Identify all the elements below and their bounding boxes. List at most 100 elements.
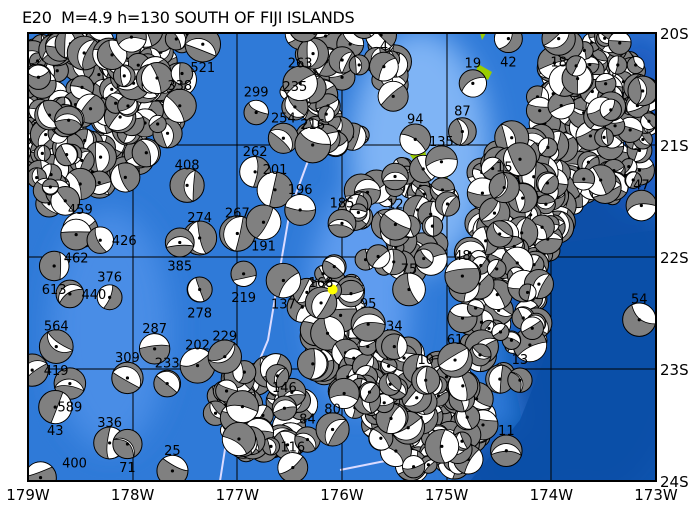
beachball-icon [271,395,298,421]
beachball-icon [265,363,290,388]
beachball-icon [33,144,51,163]
beachball-icon [28,77,32,99]
beachball-icon [230,260,257,287]
event-depth-label: 613 [42,283,67,298]
y-tick-label: 21S [660,137,689,155]
beachball-icon [153,369,182,398]
event-depth-label: 146 [272,381,297,396]
beachball-icon [444,258,481,294]
event-depth-label: 376 [97,270,122,285]
beachball-icon [28,67,30,77]
event-depth-label: 564 [44,320,69,335]
beachball-icon [148,114,167,134]
beachball-icon [486,220,514,248]
beachball-icon [625,189,656,222]
beachball-icon [41,178,59,196]
beachball-icon [507,367,533,393]
event-depth-label: 196 [288,183,313,198]
event-depth-label: 309 [115,351,140,366]
beachball-icon [377,80,409,112]
beachball-icon [164,227,195,258]
beachball-icon [535,171,559,195]
event-depth-label: 168 [309,276,334,291]
beachball-icon [53,367,87,400]
beachball-icon [164,33,188,51]
event-depth-label: 462 [64,252,89,267]
event-depth-label: 13 [512,353,529,368]
beachball-icon [0,72,25,98]
event-depth-label: 201 [263,163,288,178]
beachball-icon [225,390,259,424]
event-depth-label: 12 [387,198,404,213]
event-depth-label: 87 [454,105,471,120]
beachball-icon [294,426,321,453]
event-depth-label: 408 [175,158,200,173]
epicenter-marker [327,284,338,295]
event-depth-label: 233 [155,357,180,372]
x-tick-label: 178W [111,486,155,504]
beachball-icon [28,118,34,141]
beachball-icon [607,33,632,55]
beachball-icon [624,171,643,189]
beachball-icon [399,123,432,156]
beachball-icon [626,56,645,75]
y-tick-label: 20S [660,25,689,43]
event-depth-label: 262 [243,145,268,160]
event-depth-label: 459 [68,203,93,218]
beachball-icon [350,306,386,342]
event-depth-label: 191 [251,239,276,254]
event-depth-label: 18 [550,56,567,71]
event-depth-label: 254 [271,111,296,126]
beachball-icon [186,276,213,303]
beachball-icon [327,208,357,238]
event-depth-label: 385 [167,259,192,274]
beachball-icon [503,142,537,177]
event-depth-label: 48 [454,249,471,264]
beachball-icon [369,51,399,82]
beachball-icon [328,46,356,75]
event-depth-label: 11 [498,424,515,439]
beachball-icon [392,272,426,307]
beachball-icon [261,437,281,456]
beachball-icon [277,452,309,481]
event-depth-label: 202 [185,339,210,354]
event-depth-label: 440 [81,288,106,303]
beachball-icon [315,412,350,447]
event-depth-label: 137 [271,298,296,313]
beachball-icon [424,428,460,464]
beachball-icon [138,333,171,365]
beachball-icon [317,105,335,123]
event-depth-label: 94 [407,112,424,127]
beachball-icon [466,299,485,317]
event-depth-label: 10 [417,353,434,368]
beachball-icon [112,64,136,88]
event-depth-label: 42 [500,56,517,71]
event-depth-label: 338 [167,79,192,94]
event-depth-label: 116 [280,441,305,456]
beachball-icon [535,194,556,215]
beachball-icon [378,372,402,396]
beachball-icon [55,142,79,167]
x-tick-label: 177W [216,486,260,504]
beachball-icon [243,99,269,126]
y-tick-label: 24S [660,473,689,491]
beachball-icon [310,315,345,351]
beachball-icon [294,126,332,164]
x-tick-label: 173W [634,486,678,504]
beachball-icon [284,194,316,226]
beachball-icon [256,171,294,209]
beachball-icon [296,348,329,380]
y-tick-label: 23S [660,361,689,379]
beachball-icon [207,339,242,374]
event-depth-label: 4 [380,40,388,55]
x-tick-label: 176W [320,486,364,504]
beachball-icon [491,323,510,341]
x-tick-label: 175W [425,486,469,504]
beachball-icon [297,37,330,70]
event-depth-label: 185 [330,196,355,211]
event-depth-label: 287 [142,322,167,337]
beachball-icon [50,185,81,216]
beachball-icon [28,64,52,90]
event-depth-label: 15 [496,161,513,176]
